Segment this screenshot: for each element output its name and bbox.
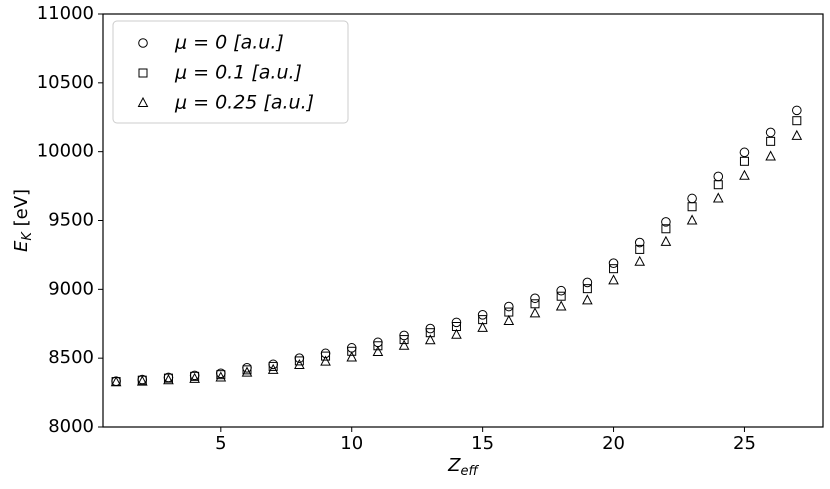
data-point [321, 351, 331, 361]
y-tick-label: 11000 [37, 3, 94, 24]
data-point [582, 284, 592, 294]
data-point [687, 202, 697, 212]
data-point [556, 291, 566, 301]
data-point [529, 307, 541, 318]
data-point [504, 301, 514, 312]
x-axis-label: Zeff [447, 455, 479, 479]
data-point [373, 341, 383, 351]
data-point [686, 214, 698, 225]
data-point [451, 328, 462, 339]
data-point [556, 285, 566, 296]
y-tick-label: 10500 [37, 72, 94, 93]
data-point [713, 180, 723, 190]
y-tick-label: 9000 [48, 278, 94, 299]
y-tick-label: 8500 [48, 347, 94, 368]
data-point [294, 356, 304, 366]
data-point [766, 136, 776, 146]
y-axis-label: EK [eV] [11, 189, 35, 252]
legend-marker [138, 38, 148, 48]
data-point [635, 244, 645, 254]
data-point [267, 363, 279, 374]
x-tick-label: 10 [340, 433, 363, 454]
y-label-sub: K [20, 231, 35, 241]
legend-label: μ = 0 [a.u.] [174, 32, 284, 54]
legend-marker [138, 68, 148, 78]
data-point [477, 310, 488, 320]
data-point [190, 371, 200, 381]
data-point [634, 255, 646, 266]
data-point [110, 376, 122, 387]
data-point [765, 127, 776, 138]
legend-label: μ = 0.25 [a.u.] [174, 92, 314, 114]
data-point [399, 335, 409, 345]
data-point [503, 314, 515, 325]
y-label-main: E [11, 240, 32, 252]
data-point [346, 351, 358, 362]
legend-box [112, 20, 349, 124]
x-tick-label: 5 [215, 433, 226, 454]
data-point [216, 370, 226, 380]
y-tick-label: 10000 [37, 141, 94, 162]
data-point [268, 361, 278, 371]
data-point [739, 147, 750, 158]
data-point [347, 346, 357, 356]
plot-frame [102, 13, 824, 428]
data-point [792, 105, 802, 116]
data-point [791, 129, 803, 140]
data-point [712, 192, 724, 203]
data-point [582, 294, 593, 305]
x-tick-label: 15 [471, 433, 494, 454]
data-point [661, 224, 671, 234]
data-point [634, 237, 645, 248]
x-label-main: Z [447, 455, 461, 476]
data-point [739, 169, 750, 180]
data-point [320, 355, 331, 366]
x-tick-label: 25 [733, 433, 756, 454]
data-point [425, 328, 435, 338]
data-point [215, 371, 227, 382]
data-point [136, 375, 148, 386]
y-tick-label: 8000 [48, 416, 94, 437]
data-point [294, 358, 305, 370]
data-point [241, 366, 253, 377]
y-label-rest: [eV] [11, 189, 32, 232]
legend-marker [137, 96, 149, 107]
data-point [242, 365, 252, 375]
data-point [582, 277, 593, 288]
data-point [555, 300, 567, 311]
data-point [661, 217, 671, 227]
data-point [739, 156, 749, 166]
data-point [765, 150, 776, 161]
y-tick-label: 9500 [48, 210, 94, 231]
data-point [660, 235, 672, 246]
data-point [477, 321, 488, 332]
data-point [608, 258, 619, 268]
legend-label: μ = 0.1 [a.u.] [174, 62, 302, 84]
data-point [398, 339, 410, 350]
data-point [372, 345, 384, 356]
data-point [792, 116, 802, 126]
data-point [530, 293, 540, 304]
data-point [608, 274, 619, 285]
data-point [609, 264, 619, 274]
x-tick-label: 20 [602, 433, 625, 454]
data-point [424, 334, 436, 345]
data-point [189, 372, 200, 383]
data-point [163, 374, 174, 385]
x-label-sub: eff [460, 464, 479, 479]
